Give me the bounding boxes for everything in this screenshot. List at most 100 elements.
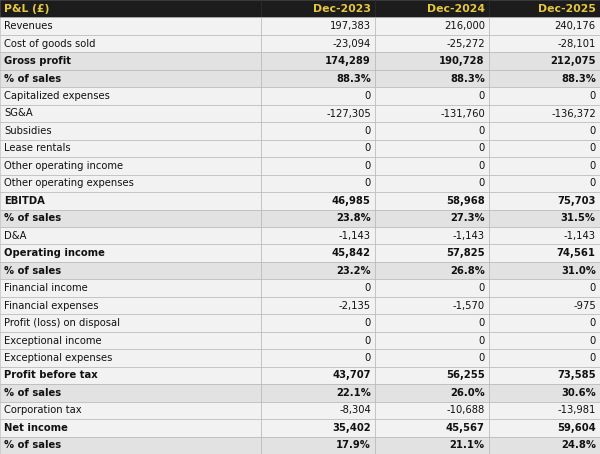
Text: -136,372: -136,372	[551, 109, 596, 118]
Text: 0: 0	[365, 283, 371, 293]
Text: 21.1%: 21.1%	[449, 440, 485, 450]
Bar	[489, 314, 600, 332]
Bar	[375, 402, 489, 419]
Text: 0: 0	[590, 178, 596, 188]
Text: 0: 0	[365, 336, 371, 345]
Text: 43,707: 43,707	[332, 370, 371, 380]
Text: 58,968: 58,968	[446, 196, 485, 206]
Text: 46,985: 46,985	[332, 196, 371, 206]
Bar	[489, 70, 600, 87]
Bar	[0, 140, 261, 157]
Bar	[375, 105, 489, 122]
Bar	[489, 244, 600, 262]
Text: 0: 0	[365, 178, 371, 188]
Bar	[489, 210, 600, 227]
Text: -2,135: -2,135	[338, 301, 371, 311]
Text: -28,101: -28,101	[557, 39, 596, 49]
Bar	[0, 70, 261, 87]
Text: Capitalized expenses: Capitalized expenses	[4, 91, 110, 101]
Bar	[261, 210, 375, 227]
Bar	[375, 175, 489, 192]
Bar	[0, 384, 261, 402]
Bar	[261, 0, 375, 17]
Text: 0: 0	[365, 161, 371, 171]
Bar	[0, 105, 261, 122]
Bar	[489, 0, 600, 17]
Bar	[0, 314, 261, 332]
Text: EBITDA: EBITDA	[4, 196, 45, 206]
Text: 0: 0	[479, 283, 485, 293]
Bar	[375, 384, 489, 402]
Bar	[261, 367, 375, 384]
Bar	[0, 192, 261, 210]
Text: Revenues: Revenues	[4, 21, 53, 31]
Text: -8,304: -8,304	[339, 405, 371, 415]
Bar	[261, 297, 375, 314]
Text: 0: 0	[479, 143, 485, 153]
Bar	[261, 244, 375, 262]
Text: 0: 0	[365, 318, 371, 328]
Text: Other operating income: Other operating income	[4, 161, 124, 171]
Bar	[375, 367, 489, 384]
Text: Dec-2025: Dec-2025	[538, 4, 596, 14]
Text: 0: 0	[590, 283, 596, 293]
Bar	[261, 332, 375, 349]
Bar	[0, 402, 261, 419]
Text: Profit before tax: Profit before tax	[4, 370, 98, 380]
Bar	[0, 0, 261, 17]
Bar	[375, 192, 489, 210]
Bar	[261, 384, 375, 402]
Text: Financial expenses: Financial expenses	[4, 301, 98, 311]
Text: 0: 0	[590, 143, 596, 153]
Bar	[489, 349, 600, 367]
Bar	[0, 157, 261, 175]
Text: Dec-2024: Dec-2024	[427, 4, 485, 14]
Bar	[261, 279, 375, 297]
Bar	[0, 279, 261, 297]
Text: P&L (£): P&L (£)	[4, 4, 50, 14]
Text: 56,255: 56,255	[446, 370, 485, 380]
Text: SG&A: SG&A	[4, 109, 33, 118]
Text: % of sales: % of sales	[4, 74, 61, 84]
Text: 0: 0	[590, 126, 596, 136]
Bar	[0, 332, 261, 349]
Bar	[0, 262, 261, 279]
Text: 26.0%: 26.0%	[450, 388, 485, 398]
Text: 0: 0	[365, 91, 371, 101]
Bar	[261, 105, 375, 122]
Bar	[261, 35, 375, 52]
Text: Corporation tax: Corporation tax	[4, 405, 82, 415]
Text: 0: 0	[590, 318, 596, 328]
Text: -127,305: -127,305	[326, 109, 371, 118]
Text: 216,000: 216,000	[444, 21, 485, 31]
Bar	[375, 297, 489, 314]
Bar	[375, 70, 489, 87]
Text: Financial income: Financial income	[4, 283, 88, 293]
Bar	[489, 122, 600, 140]
Text: 0: 0	[479, 91, 485, 101]
Bar	[489, 367, 600, 384]
Bar	[261, 175, 375, 192]
Text: -1,143: -1,143	[564, 231, 596, 241]
Text: 75,703: 75,703	[557, 196, 596, 206]
Text: 31.5%: 31.5%	[561, 213, 596, 223]
Bar	[489, 384, 600, 402]
Text: 59,604: 59,604	[557, 423, 596, 433]
Text: % of sales: % of sales	[4, 213, 61, 223]
Text: Exceptional expenses: Exceptional expenses	[4, 353, 113, 363]
Bar	[261, 192, 375, 210]
Text: 212,075: 212,075	[550, 56, 596, 66]
Bar	[261, 437, 375, 454]
Text: Profit (loss) on disposal: Profit (loss) on disposal	[4, 318, 120, 328]
Text: 0: 0	[365, 353, 371, 363]
Text: 0: 0	[590, 161, 596, 171]
Text: -13,981: -13,981	[557, 405, 596, 415]
Text: Operating income: Operating income	[4, 248, 105, 258]
Bar	[489, 17, 600, 35]
Text: 0: 0	[479, 178, 485, 188]
Text: -1,570: -1,570	[452, 301, 485, 311]
Bar	[375, 349, 489, 367]
Bar	[261, 419, 375, 437]
Text: 190,728: 190,728	[439, 56, 485, 66]
Bar	[0, 297, 261, 314]
